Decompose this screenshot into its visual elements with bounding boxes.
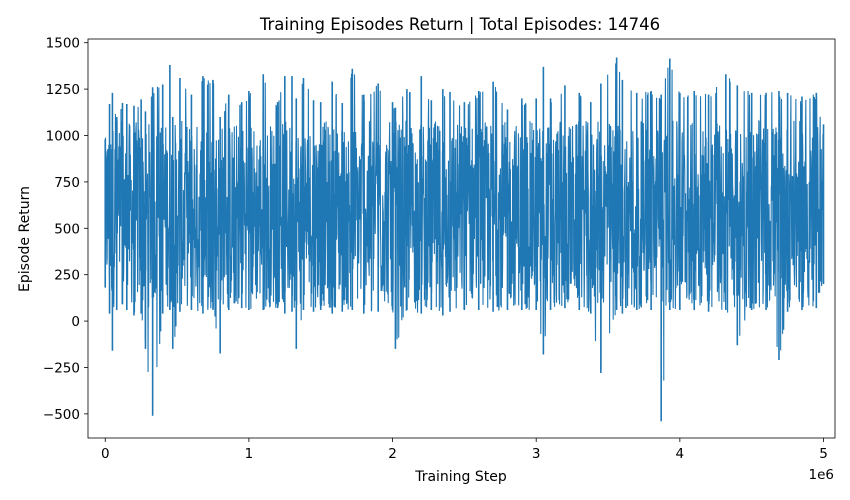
y-tick-label: 1000 — [46, 129, 80, 145]
chart-title: Training Episodes Return | Total Episode… — [259, 15, 660, 34]
y-tick-label: 1250 — [46, 82, 80, 98]
y-tick-label: 0 — [71, 314, 80, 330]
y-tick-label: −500 — [43, 407, 80, 423]
x-tick-label: 4 — [676, 446, 685, 462]
y-tick-label: −250 — [43, 360, 80, 376]
series-line — [104, 57, 825, 422]
plot-area — [87, 38, 836, 439]
series-layer — [104, 57, 825, 422]
y-tick-label: 250 — [54, 268, 80, 284]
y-tick-label: 750 — [54, 175, 80, 191]
x-tick-label: 2 — [388, 446, 397, 462]
y-axis: −500 −250 0 250 500 750 1000 1250 1500 — [43, 36, 88, 423]
x-tick-label: 1 — [245, 446, 254, 462]
y-axis-label: Episode Return — [17, 186, 33, 292]
axes-frame — [87, 38, 836, 439]
y-tick-label: 500 — [54, 221, 80, 237]
x-axis-offset-text: 1e6 — [809, 467, 834, 483]
x-tick-label: 5 — [819, 446, 828, 462]
x-axis-label: Training Step — [414, 469, 507, 485]
y-tick-label: 1500 — [46, 36, 80, 52]
x-tick-label: 0 — [101, 446, 110, 462]
x-tick-label: 3 — [532, 446, 541, 462]
x-axis: 0 1 2 3 4 5 — [101, 438, 828, 462]
